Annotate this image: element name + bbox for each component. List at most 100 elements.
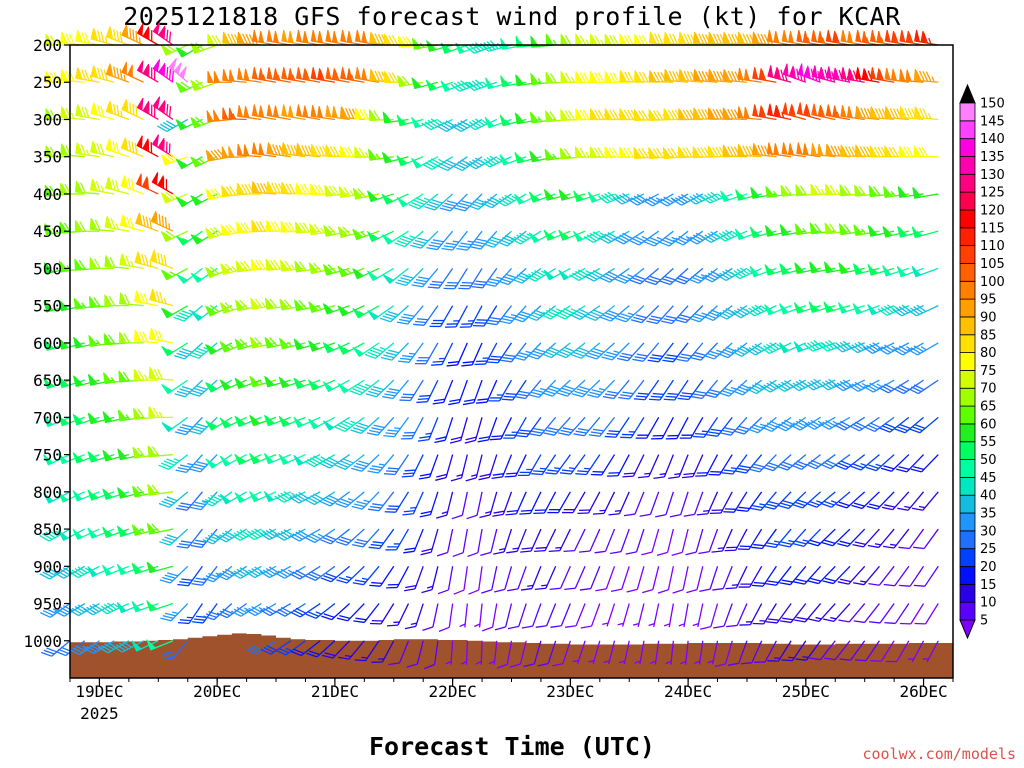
barb-feather [131, 141, 135, 153]
barb-feather [473, 283, 485, 286]
y-tick-label: 250 [33, 73, 62, 92]
wind-barb [727, 640, 748, 666]
barb-staff [443, 379, 454, 403]
wind-barb [205, 379, 233, 393]
barb-feather [588, 434, 600, 437]
barb-pennant [500, 38, 509, 50]
barb-staff [392, 379, 409, 399]
barb-pennant [869, 106, 876, 119]
wind-barb [778, 342, 807, 354]
barb-feather [854, 225, 863, 235]
barb-feather [579, 386, 591, 391]
barb-feather [268, 566, 279, 574]
barb-feather [355, 462, 367, 468]
barb-feather [780, 264, 790, 274]
barb-feather [176, 545, 188, 549]
barb-feather [289, 183, 296, 194]
barb-pennant [190, 79, 201, 92]
barb-pennant [281, 104, 288, 117]
wind-barb [57, 414, 85, 427]
barb-feather [189, 468, 201, 473]
barb-staff [733, 491, 748, 513]
barb-feather [428, 244, 440, 248]
barb-half-feather [552, 39, 557, 46]
wind-barb [295, 182, 321, 195]
barb-feather [305, 613, 317, 619]
barb-feather [242, 33, 248, 45]
wind-barb [236, 31, 262, 46]
barb-feather [865, 466, 877, 472]
barb-pennant [72, 490, 83, 502]
barb-feather [867, 70, 873, 82]
barb-staff [434, 193, 454, 211]
wind-barb [366, 416, 395, 436]
barb-staff [550, 305, 571, 320]
wind-barb [673, 267, 704, 285]
barb-feather [727, 70, 734, 82]
barb-feather [561, 110, 569, 121]
wind-barb [794, 603, 822, 623]
barb-half-feather [769, 268, 775, 274]
barb-feather [738, 425, 750, 430]
barb-feather [885, 146, 892, 158]
barb-feather [915, 70, 922, 81]
barb-feather [325, 534, 337, 541]
barb-pennant [116, 601, 127, 614]
barb-half-feather [540, 387, 547, 391]
barb-pennant [811, 103, 818, 117]
barb-feather [853, 502, 865, 507]
barb-staff [651, 528, 660, 553]
barb-feather [207, 496, 219, 503]
barb-pennant [722, 107, 729, 120]
barb-half-feather [802, 656, 809, 659]
barb-pennant [558, 189, 568, 201]
barb-pennant [281, 67, 288, 80]
barb-feather [576, 349, 587, 355]
wind-barb [528, 191, 556, 203]
barb-feather [255, 259, 263, 270]
barb-staff [859, 416, 880, 432]
wind-barb [662, 342, 689, 363]
wind-barb [893, 379, 924, 395]
wind-barb [173, 342, 203, 360]
wind-barb [274, 565, 306, 579]
barb-feather [808, 500, 820, 506]
wind-barb [663, 108, 689, 121]
barb-half-feather [459, 623, 466, 628]
wind-barb [454, 193, 483, 212]
wind-barb [737, 106, 762, 121]
barb-staff [393, 416, 410, 438]
barb-pennant [87, 412, 97, 425]
wind-barb [337, 379, 365, 394]
barb-feather [612, 147, 620, 158]
barb-half-feather [772, 190, 778, 197]
barb-pennant [837, 302, 848, 314]
wind-barb [709, 491, 733, 515]
barb-staff [764, 640, 777, 663]
wind-barb [707, 69, 733, 83]
barb-feather [162, 308, 173, 315]
barb-feather [441, 247, 453, 251]
barb-feather [432, 360, 444, 363]
barb-feather [84, 69, 90, 81]
barb-feather [733, 430, 745, 435]
wind-barb [883, 528, 910, 549]
wind-barb [205, 454, 233, 469]
barb-pennant [499, 114, 509, 127]
barb-feather [489, 196, 501, 203]
barb-feather [685, 551, 697, 556]
barb-staff [122, 640, 144, 653]
barb-feather [561, 469, 574, 472]
barb-feather [641, 147, 649, 158]
barb-feather [735, 470, 747, 474]
wind-barb [290, 602, 321, 618]
barb-feather [778, 423, 790, 430]
wind-barb [432, 379, 454, 405]
barb-feather [348, 108, 355, 119]
barb-staff [450, 640, 454, 665]
wind-barb [266, 219, 291, 232]
barb-feather [289, 534, 300, 542]
barb-feather [373, 424, 385, 429]
wind-barb [473, 305, 498, 327]
barb-feather [294, 378, 305, 387]
